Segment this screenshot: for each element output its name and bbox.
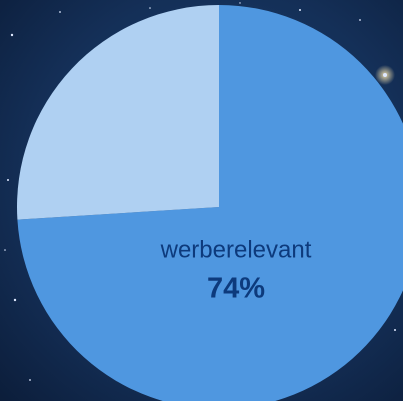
- pie: [16, 5, 403, 401]
- pie-slice: [16, 5, 219, 220]
- pie-slice: [17, 5, 403, 401]
- slice-value-label: 74%: [207, 273, 265, 305]
- labels: werberelevant 74%: [160, 236, 312, 304]
- slice-label: werberelevant: [160, 236, 312, 263]
